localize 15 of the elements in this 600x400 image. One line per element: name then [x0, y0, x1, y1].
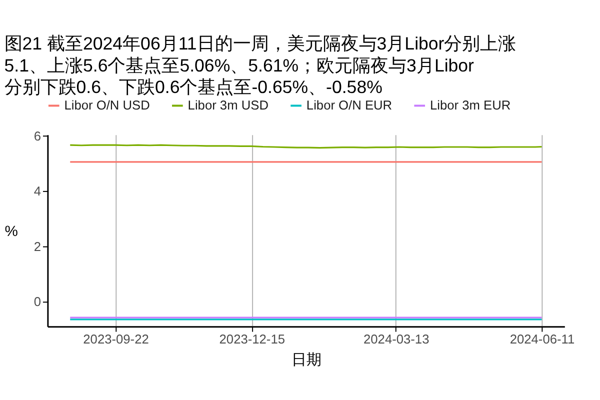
x-tick-label: 2024-06-11 — [510, 332, 575, 347]
x-tick-label: 2023-12-15 — [219, 332, 285, 347]
legend-label: Libor O/N EUR — [306, 98, 392, 113]
y-tick-label: 0 — [34, 294, 42, 309]
x-axis-title: 日期 — [291, 351, 322, 368]
x-tick-label: 2023-09-22 — [83, 332, 149, 347]
legend-label: Libor 3m USD — [188, 98, 268, 113]
y-tick-label: 4 — [34, 184, 42, 199]
x-tick-label: 2024-03-13 — [364, 332, 430, 347]
y-tick-label: 2 — [34, 238, 42, 254]
chart-title: 图21 截至2024年06月11日的一周，美元隔夜与3月Libor分别上涨 5.1、上涨5.6个基点至5.06%、5.61%；欧元隔夜与3月Libor 分别下跌0.6、下跌0.6个基点至-0.65%、-0.58% — [4, 34, 516, 98]
legend-label: Libor O/N USD — [64, 98, 150, 113]
y-axis-title: % — [4, 224, 18, 240]
legend-label: Libor 3m EUR — [430, 98, 511, 113]
y-tick-label: 6 — [34, 128, 42, 144]
